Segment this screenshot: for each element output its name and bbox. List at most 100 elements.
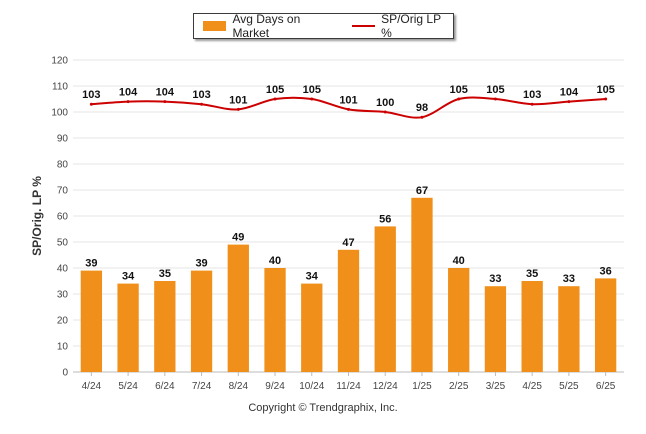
line-point[interactable] [163,100,167,104]
bar[interactable] [337,249,360,372]
bar-value-label: 49 [232,232,244,244]
line-value-label: 103 [523,89,541,101]
y-tick-label: 90 [57,134,69,145]
x-tick-label: 7/24 [192,381,212,392]
bar[interactable] [448,268,470,372]
bar[interactable] [80,270,103,372]
y-tick-label: 80 [57,160,69,171]
y-axis-label: SP/Orig. LP % [30,176,44,256]
x-tick-label: 3/25 [486,381,506,392]
x-tick-label: 5/25 [559,381,579,392]
x-tick-label: 2/25 [449,381,469,392]
bar[interactable] [190,270,213,372]
bar-value-label: 67 [416,185,428,197]
y-tick-label: 40 [57,264,69,275]
bar-value-label: 33 [489,273,501,285]
legend: Avg Days on Market SP/Orig LP % [193,12,454,40]
line-point[interactable] [126,100,130,104]
line-value-label: 103 [192,89,210,101]
line-point[interactable] [383,110,387,114]
x-axis-ticks: 4/24 5/24 6/24 7/24 8/24 9/24 10/24 11/24 12/24 1… [82,372,616,392]
bar-value-label: 36 [600,265,612,277]
x-tick-label: 9/24 [265,381,285,392]
y-tick-label: 60 [57,212,69,223]
line-value-label: 101 [229,94,247,106]
bar-value-label: 34 [122,271,135,283]
line-point[interactable] [493,97,497,101]
legend-label-avg-days: Avg Days on Market [232,12,301,40]
x-tick-label: 6/24 [155,381,175,392]
bar[interactable] [521,281,543,372]
line-point[interactable] [420,115,424,119]
copyright: Copyright © Trendgraphix, Inc. [248,402,398,414]
x-tick-label: 1/25 [412,381,432,392]
line-value-label: 105 [450,84,468,96]
bar-value-label: 39 [85,258,97,270]
bar[interactable] [374,226,396,372]
y-tick-label: 50 [57,238,69,249]
x-tick-label: 10/24 [299,381,324,392]
line-point[interactable] [567,100,571,104]
line-point[interactable] [457,97,461,101]
bar[interactable] [117,283,139,372]
bar-value-label: 33 [563,273,575,285]
bar[interactable] [558,286,580,372]
line-point[interactable] [200,102,204,106]
bar[interactable] [411,197,433,372]
bar-value-label: 47 [342,237,354,249]
y-tick-label: 70 [57,186,69,197]
bar[interactable] [594,278,617,372]
legend-item-avg-days[interactable]: Avg Days on Market [194,12,338,40]
y-tick-label: 0 [62,368,68,379]
line-point[interactable] [604,97,608,101]
line-point[interactable] [530,102,534,106]
line-value-label: 98 [416,102,428,114]
line-point[interactable] [236,107,240,111]
line-value-label: 100 [376,97,394,109]
bar[interactable] [264,268,286,372]
legend-swatch-line [351,25,376,27]
line-value-label: 104 [156,87,175,99]
x-tick-label: 5/24 [118,381,138,392]
bar-value-label: 56 [379,213,391,225]
line-point[interactable] [89,102,93,106]
line-point[interactable] [273,97,277,101]
y-tick-label: 100 [51,108,68,119]
bar-value-label: 40 [269,255,281,267]
line-point[interactable] [310,97,314,101]
bar[interactable] [301,283,323,372]
x-tick-label: 6/25 [596,381,616,392]
bar[interactable] [154,281,176,372]
x-tick-label: 11/24 [336,381,361,392]
bar[interactable] [227,244,249,372]
line-value-label: 105 [266,84,284,96]
line-value-label: 104 [560,87,579,99]
x-tick-label: 4/24 [82,381,102,392]
line-value-label: 105 [596,84,614,96]
bar-value-label: 34 [306,271,319,283]
bar-value-label: 39 [195,258,207,270]
legend-swatch-bar [203,21,227,31]
x-tick-label: 8/24 [229,381,249,392]
line-point[interactable] [347,107,350,111]
y-tick-label: 10 [57,342,69,353]
line-value-label: 104 [119,87,138,99]
line-value-label: 105 [486,84,504,96]
line-value-label: 103 [82,89,100,101]
y-axis-ticks: 0 10 20 30 40 50 60 70 80 90 100 110 120 [51,56,68,379]
y-tick-label: 110 [52,82,68,93]
line-series: 103 104 104 103 101 105 105 101 100 98 105 105 103 10… [82,84,615,119]
line-value-label: 105 [303,84,321,96]
x-tick-label: 4/25 [522,381,542,392]
bar-value-label: 35 [526,268,538,280]
bar[interactable] [484,286,507,372]
y-tick-label: 30 [57,290,69,301]
line-value-label: 101 [339,94,357,106]
bar-value-label: 35 [159,268,171,280]
y-tick-label: 20 [57,316,69,327]
x-tick-label: 12/24 [373,381,398,392]
legend-item-sp-orig[interactable]: SP/Orig LP % [338,12,453,40]
bar-series: 39 34 35 39 49 40 34 47 56 67 40 33 35 33 36 [80,185,617,372]
legend-label-sp-orig: SP/Orig LP % [381,12,441,40]
